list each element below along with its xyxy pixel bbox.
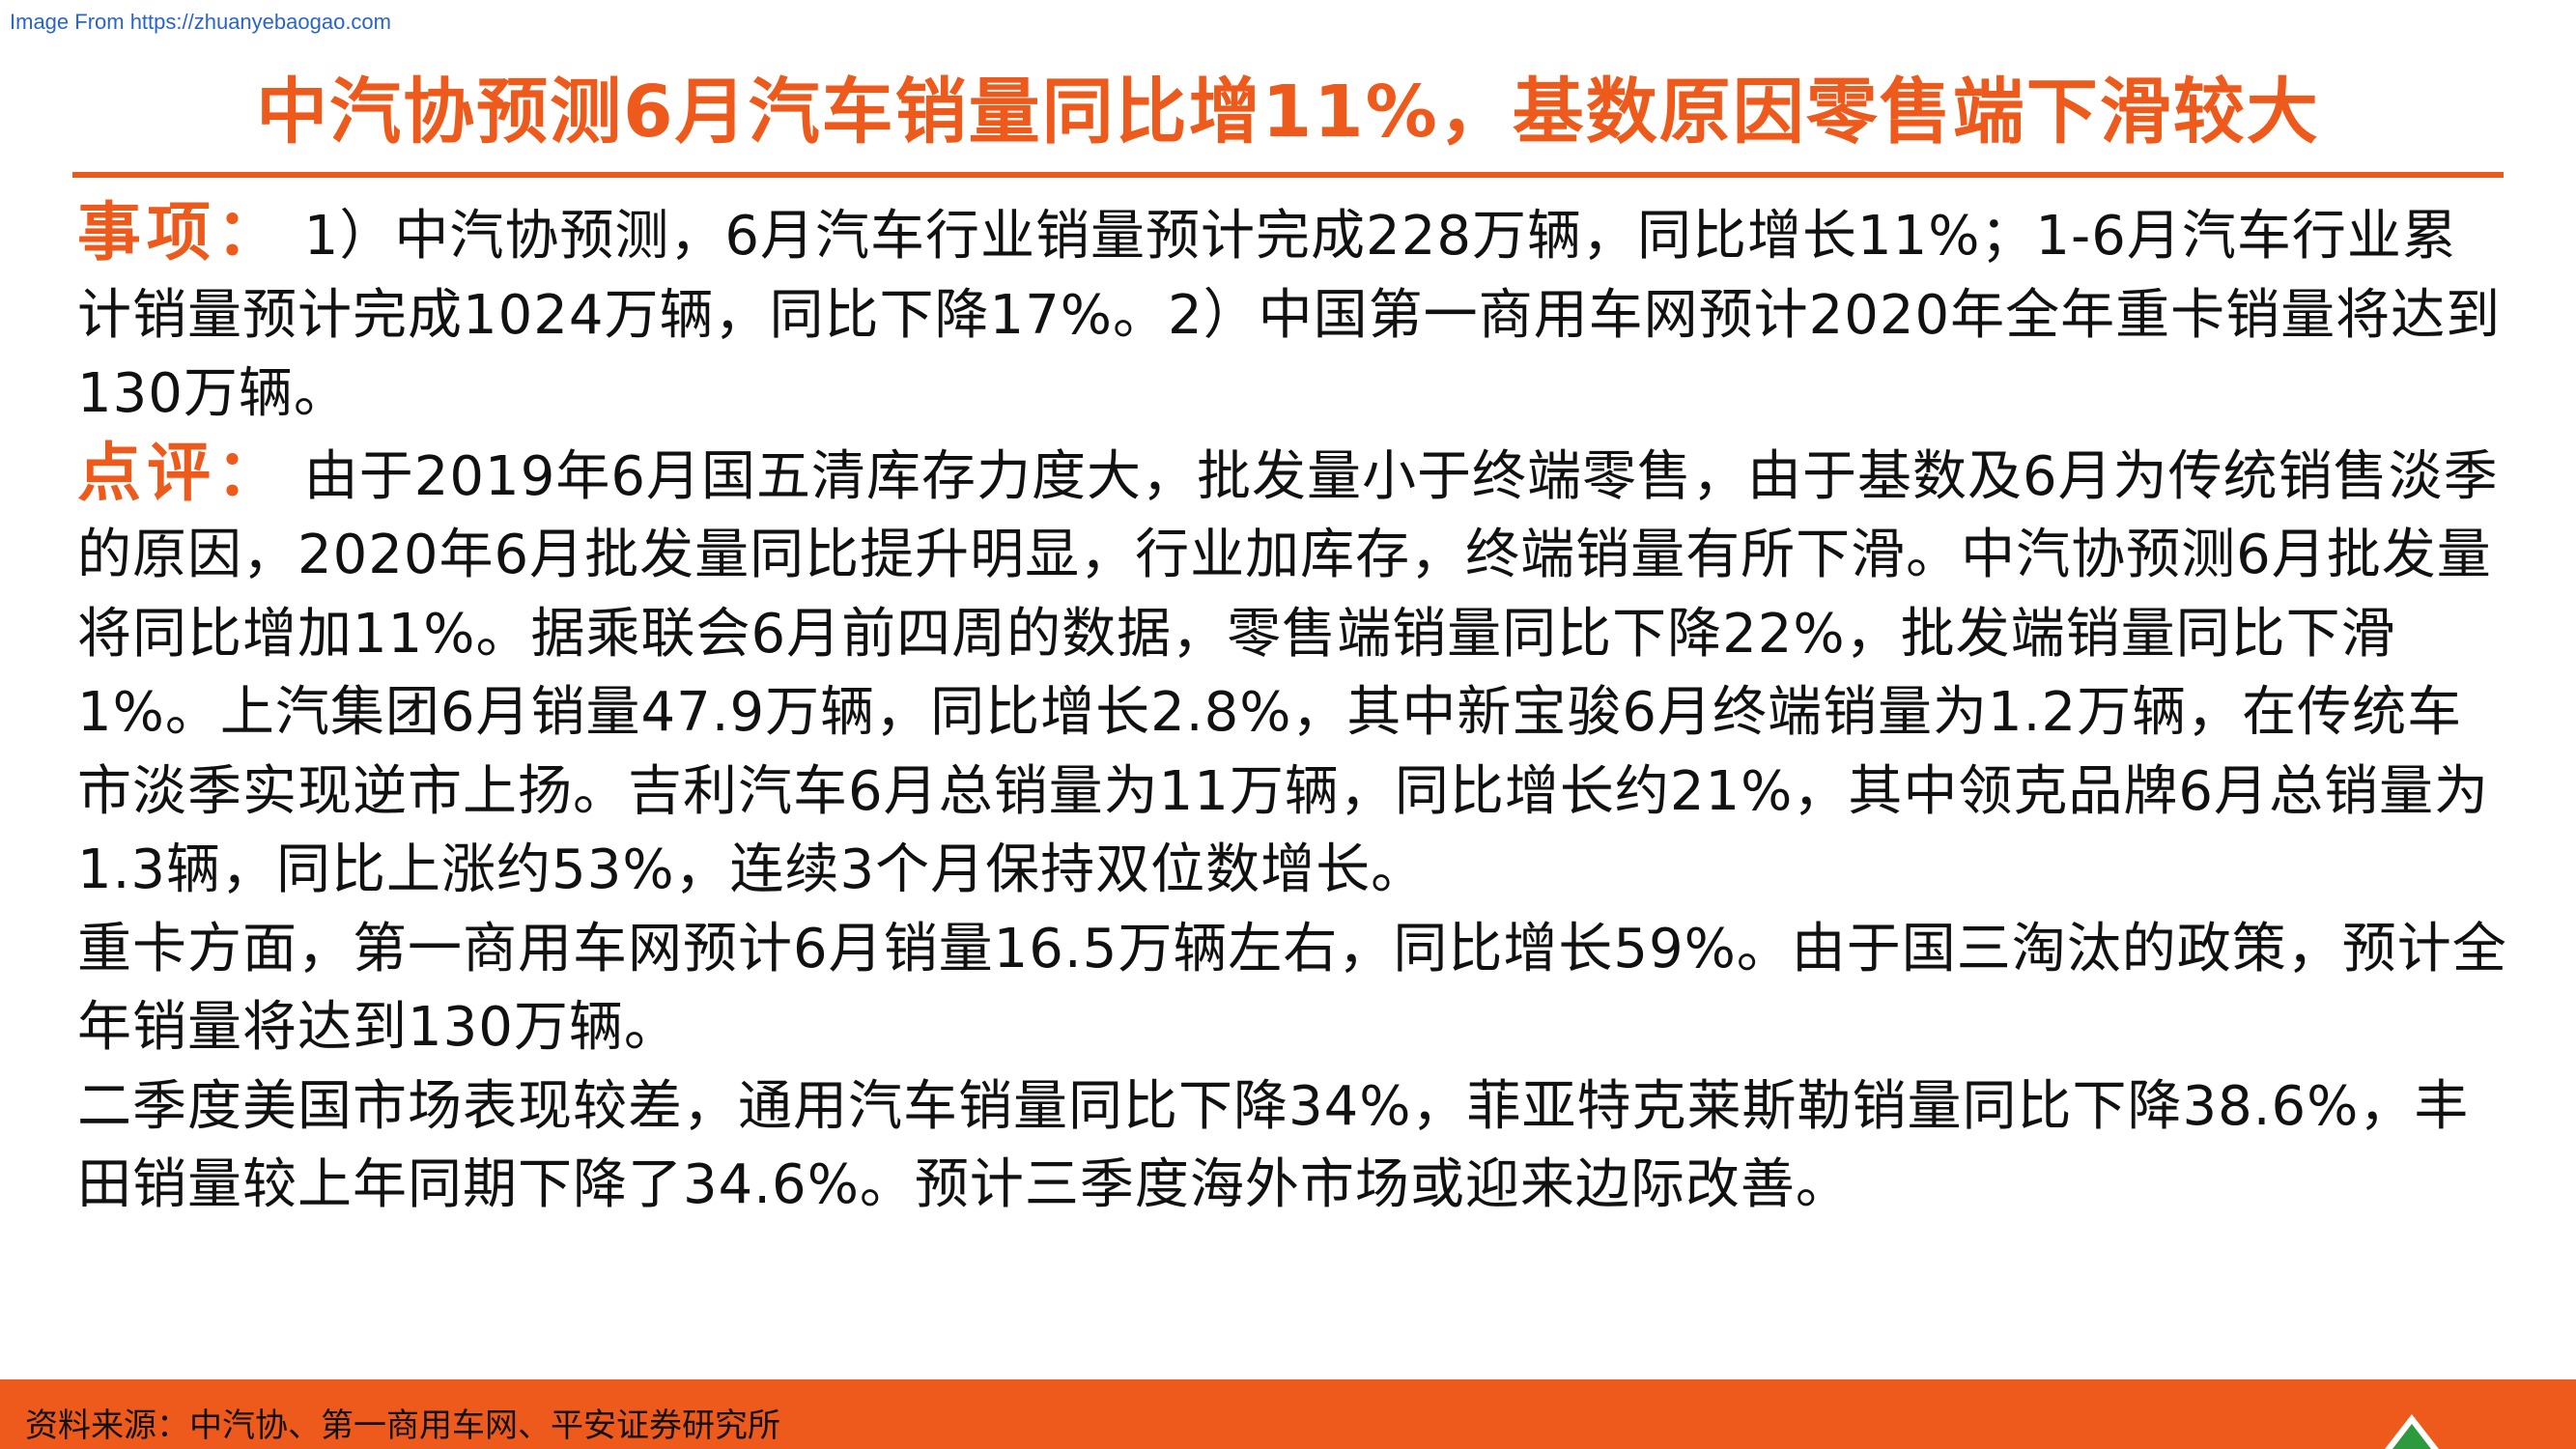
matters-text: 1）中汽协预测，6月汽车行业销量预计完成228万辆，同比增长11%；1-6月汽车… (77, 205, 2502, 425)
body-content: 事项： 1）中汽协预测，6月汽车行业销量预计完成228万辆，同比增长11%；1-… (77, 193, 2511, 1225)
page-title: 中汽协预测6月汽车销量同比增11%，基数原因零售端下滑较大 (256, 71, 2320, 154)
us-market-paragraph: 二季度美国市场表现较差，通用汽车销量同比下降34%，菲亚特克莱斯勒销量同比下降3… (77, 1074, 2470, 1217)
source-note: 资料来源：中汽协、第一商用车网、平安证券研究所 (25, 1406, 780, 1445)
comment-paragraph: 点评： 由于2019年6月国五清库存力度大，批发量小于终端零售，由于基数及6月为… (77, 434, 2511, 910)
company-logo-icon (2385, 1414, 2439, 1449)
heavy-truck-paragraph: 重卡方面，第一商用车网预计6月销量16.5万辆左右，同比增长59%。由于国三淘汰… (77, 917, 2507, 1060)
footer-bar: 资料来源：中汽协、第一商用车网、平安证券研究所 (0, 1379, 2576, 1449)
comment-text: 由于2019年6月国五清库存力度大，批发量小于终端零售，由于基数及6月为传统销售… (77, 444, 2499, 902)
comment-label: 点评： (77, 435, 286, 510)
title-divider (72, 172, 2504, 178)
watermark-text: Image From https://zhuanyebaogao.com (10, 10, 391, 34)
matters-label: 事项： (77, 195, 286, 270)
matters-paragraph: 事项： 1）中汽协预测，6月汽车行业销量预计完成228万辆，同比增长11%；1-… (77, 193, 2511, 434)
